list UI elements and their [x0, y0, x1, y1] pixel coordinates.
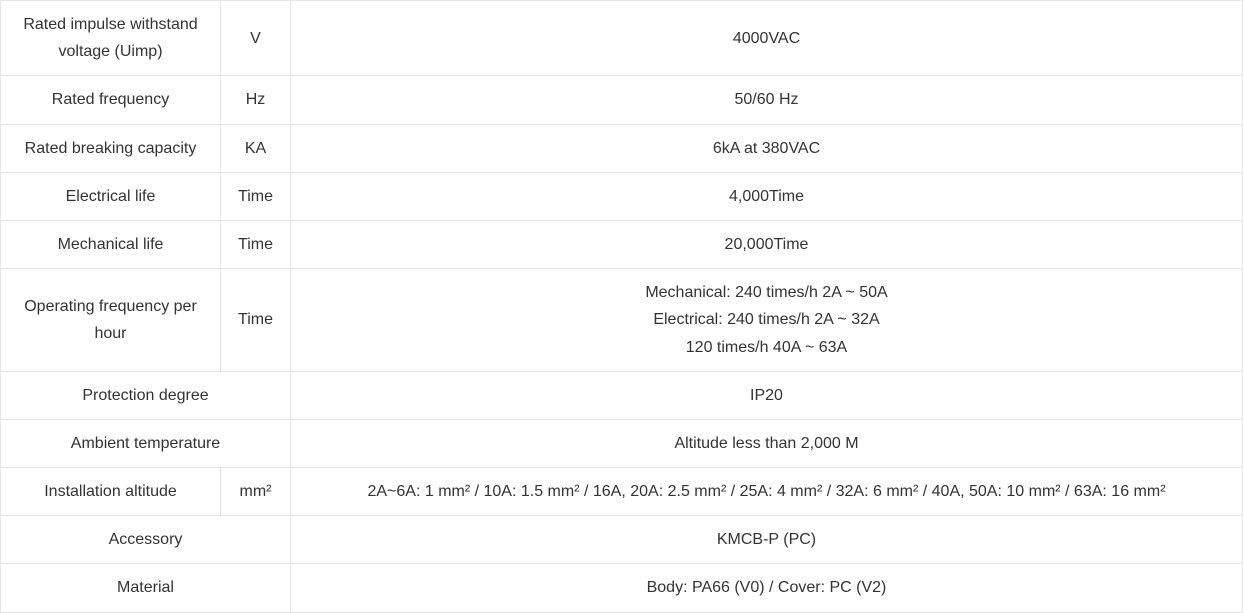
row-label: Protection degree: [1, 371, 291, 419]
row-value: 50/60 Hz: [291, 76, 1243, 124]
row-label: Material: [1, 564, 291, 612]
row-label: Installation altitude: [1, 468, 221, 516]
table-row: Accessory KMCB-P (PC): [1, 516, 1243, 564]
row-value: 6kA at 380VAC: [291, 124, 1243, 172]
row-unit: Time: [221, 269, 291, 372]
row-value: 2A~6A: 1 mm² / 10A: 1.5 mm² / 16A, 20A: …: [291, 468, 1243, 516]
row-value: 4000VAC: [291, 1, 1243, 76]
row-unit: Hz: [221, 76, 291, 124]
row-label: Ambient temperature: [1, 419, 291, 467]
row-label: Rated impulse withstand voltage (Uimp): [1, 1, 221, 76]
row-label: Mechanical life: [1, 220, 221, 268]
spec-table: Rated impulse withstand voltage (Uimp) V…: [0, 0, 1243, 613]
row-value-line: Mechanical: 240 times/h 2A ~ 50A: [303, 279, 1230, 306]
row-label: Electrical life: [1, 172, 221, 220]
table-row: Rated frequency Hz 50/60 Hz: [1, 76, 1243, 124]
row-value: Mechanical: 240 times/h 2A ~ 50A Electri…: [291, 269, 1243, 372]
table-row: Ambient temperature Altitude less than 2…: [1, 419, 1243, 467]
row-value: Body: PA66 (V0) / Cover: PC (V2): [291, 564, 1243, 612]
row-unit: Time: [221, 220, 291, 268]
row-value: 4,000Time: [291, 172, 1243, 220]
row-label: Rated frequency: [1, 76, 221, 124]
row-unit: mm²: [221, 468, 291, 516]
table-row: Operating frequency per hour Time Mechan…: [1, 269, 1243, 372]
table-row: Rated impulse withstand voltage (Uimp) V…: [1, 1, 1243, 76]
row-value: 20,000Time: [291, 220, 1243, 268]
row-value-line: 120 times/h 40A ~ 63A: [303, 334, 1230, 361]
table-row: Electrical life Time 4,000Time: [1, 172, 1243, 220]
row-unit: KA: [221, 124, 291, 172]
row-value-line: Electrical: 240 times/h 2A ~ 32A: [303, 306, 1230, 333]
row-value: Altitude less than 2,000 M: [291, 419, 1243, 467]
table-row: Installation altitude mm² 2A~6A: 1 mm² /…: [1, 468, 1243, 516]
table-row: Mechanical life Time 20,000Time: [1, 220, 1243, 268]
table-row: Protection degree IP20: [1, 371, 1243, 419]
row-value: KMCB-P (PC): [291, 516, 1243, 564]
table-row: Rated breaking capacity KA 6kA at 380VAC: [1, 124, 1243, 172]
row-label: Accessory: [1, 516, 291, 564]
row-label: Rated breaking capacity: [1, 124, 221, 172]
row-unit: Time: [221, 172, 291, 220]
row-unit: V: [221, 1, 291, 76]
row-label: Operating frequency per hour: [1, 269, 221, 372]
table-row: Material Body: PA66 (V0) / Cover: PC (V2…: [1, 564, 1243, 612]
row-value: IP20: [291, 371, 1243, 419]
